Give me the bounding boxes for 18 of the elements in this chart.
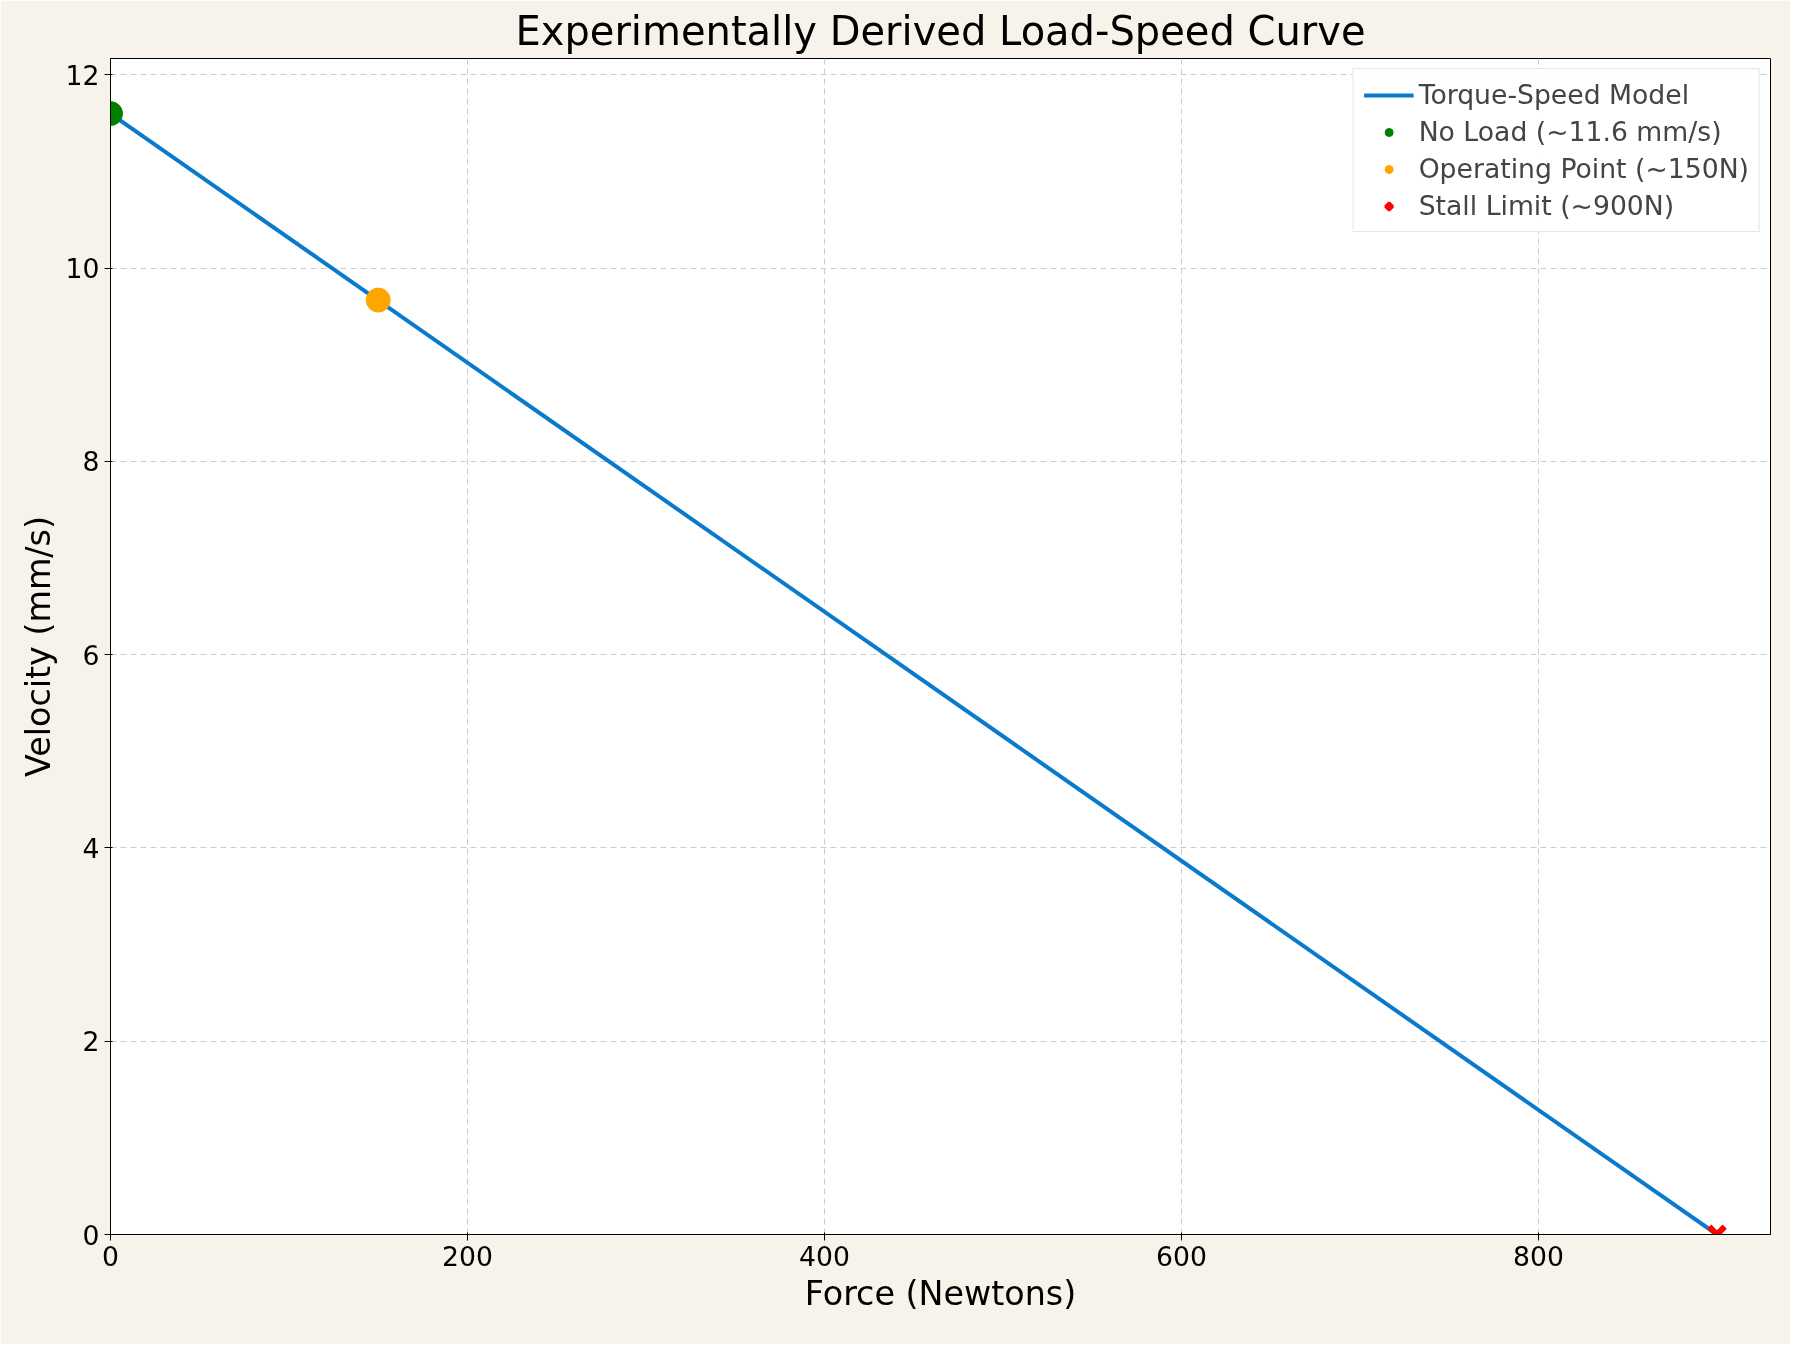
x-tick-label: 200: [442, 1240, 493, 1272]
y-tick-label: 10: [65, 253, 100, 285]
chart-title: Experimentally Derived Load-Speed Curve: [515, 7, 1366, 54]
y-tick-label: 8: [82, 446, 100, 478]
x-tick-label: 600: [1156, 1240, 1207, 1272]
legend-label: No Load (~11.6 mm/s): [1418, 116, 1722, 147]
y-tick-label: 4: [82, 832, 100, 864]
y-tick-label: 2: [82, 1026, 100, 1058]
x-tick-label: 400: [799, 1240, 850, 1272]
y-tick-label: 6: [82, 639, 100, 671]
y-tick-label: 12: [65, 59, 100, 91]
legend-label: Torque-Speed Model: [1418, 79, 1690, 110]
y-axis-title: Velocity (mm/s): [18, 516, 58, 777]
x-tick-label: 800: [1513, 1240, 1564, 1272]
y-tick-label: 0: [82, 1219, 100, 1251]
legend-label: Stall Limit (~900N): [1418, 190, 1675, 221]
x-axis-title: Force (Newtons): [804, 1273, 1077, 1313]
legend-label: Operating Point (~150N): [1418, 153, 1749, 184]
